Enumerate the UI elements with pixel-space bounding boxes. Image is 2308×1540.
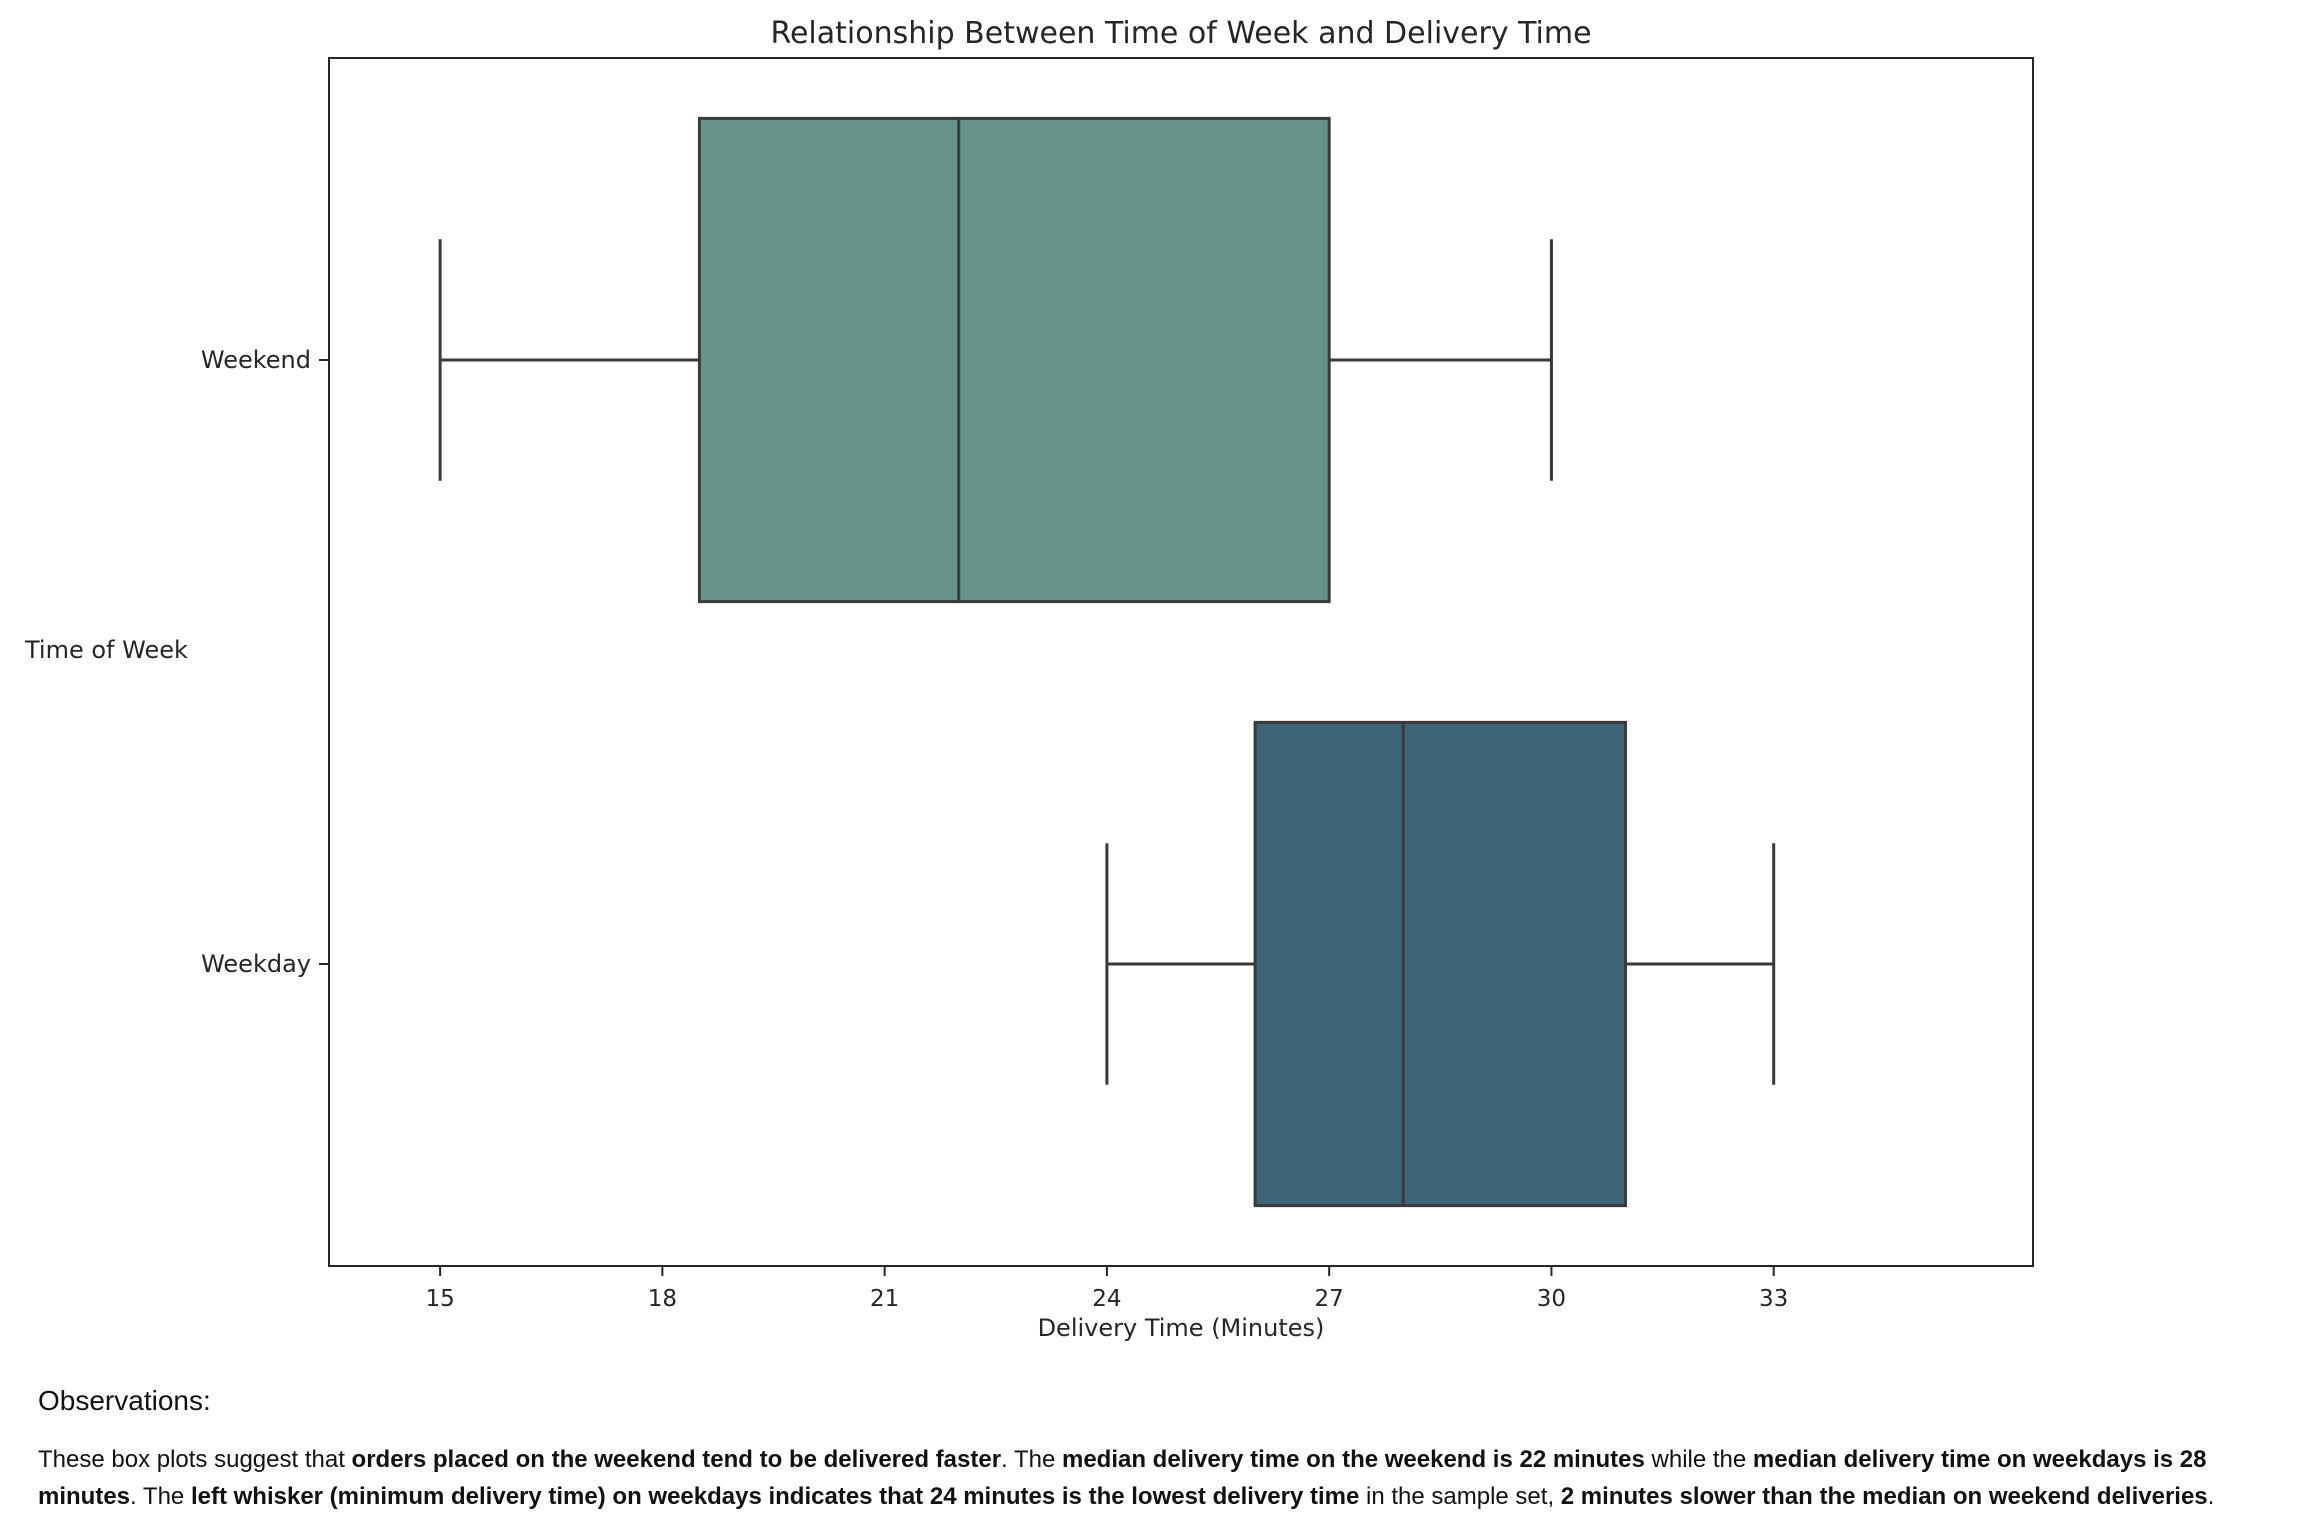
observation-text-segment: while the — [1644, 1446, 1753, 1473]
plot-area: 15 18 21 24 27 30 33 Weekend Weekday — [201, 57, 2034, 1312]
observation-highlight: 2 minutes slower than the median on week… — [1560, 1483, 2208, 1510]
x-tick-label: 21 — [870, 1286, 899, 1312]
x-tick-label: 15 — [425, 1286, 454, 1312]
observation-highlight: median delivery time on the weekend is 2… — [1061, 1446, 1645, 1473]
weekend-box — [697, 116, 1331, 604]
observation-text-segment: . — [2207, 1483, 2215, 1510]
observations-section: Observations: These box plots suggest th… — [38, 1385, 2288, 1515]
x-tick-label: 24 — [1092, 1286, 1121, 1312]
chart-title: Relationship Between Time of Week and De… — [770, 16, 1591, 51]
y-tick-label: Weekend — [201, 346, 311, 374]
boxplot-chart: Relationship Between Time of Week and De… — [24, 16, 2034, 1342]
observation-highlight: left whisker (minimum delivery time) on … — [190, 1483, 1360, 1510]
observation-text-segment: . The — [130, 1483, 191, 1510]
observation-text-segment: These box plots suggest that — [38, 1446, 352, 1473]
x-tick-label: 27 — [1315, 1286, 1344, 1312]
plot-frame — [328, 57, 2034, 1267]
x-tick-label: 18 — [648, 1286, 677, 1312]
y-axis-label: Time of Week — [24, 636, 188, 664]
observation-highlight: orders placed on the weekend tend to be … — [351, 1446, 1002, 1473]
observations-heading: Observations: — [38, 1385, 211, 1416]
observation-text-segment: in the sample set, — [1359, 1483, 1561, 1510]
y-tick-label: Weekday — [201, 950, 311, 978]
observation-text-segment: . The — [1001, 1446, 1062, 1473]
weekday-box — [1253, 720, 1628, 1208]
x-tick-label: 33 — [1759, 1286, 1788, 1312]
x-tick-label: 30 — [1537, 1286, 1566, 1312]
observation-highlight: median delivery time on weekdays is 28 m… — [38, 1446, 2207, 1510]
observations-text: These box plots suggest that orders plac… — [38, 1441, 2288, 1515]
x-axis-label: Delivery Time (Minutes) — [1038, 1314, 1325, 1342]
